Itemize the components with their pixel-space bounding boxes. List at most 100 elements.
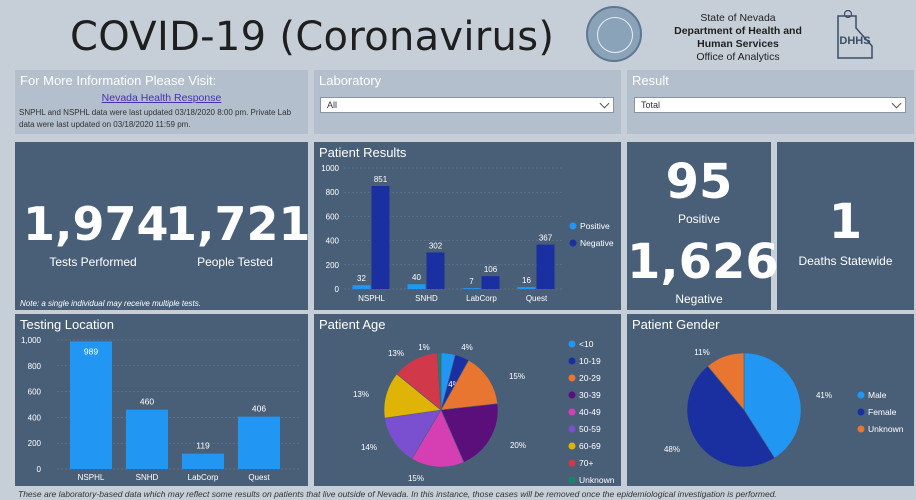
testing-location-title: Testing Location [20,317,114,332]
negative-label: Negative [675,292,723,306]
bar-value-label: 406 [252,404,266,414]
slice-value-label: 15% [408,474,424,483]
legend-label: Positive [580,221,610,231]
y-tick-label: 0 [37,465,42,474]
pie-slice-20-29 [440,359,498,411]
bar-value-label: 302 [429,241,443,250]
x-tick-label: NSPHL [358,294,385,303]
deaths-value: 1 [828,194,863,250]
legend-label: 30-39 [579,390,601,400]
people-tested-label: People Tested [197,255,273,269]
tests-kpi-panel: 1,974 Tests Performed 1,721 People Teste… [15,142,311,310]
testing-location-panel: Testing Location 0 200 400 600 800 1,000 989 NS… [15,314,308,486]
org-line-hs: Human Services [697,38,779,50]
deaths-label: Deaths Statewide [798,254,893,268]
data-updated-note: SNPHL and NSPHL data were last updated 0… [19,108,292,129]
legend-marker [569,239,577,247]
pie-slice-40-49 [411,409,465,468]
footer-disclaimer: These are laboratory-based data which ma… [18,489,777,499]
legend-marker [568,425,576,433]
pie-slice-50-59 [384,409,442,460]
slice-value-label: 1% [418,343,430,352]
slice-value-label: 13% [388,349,404,358]
legend-marker [568,476,576,484]
x-tick-label: SNHD [136,473,159,482]
bar-value-label: 7 [469,277,474,286]
legend-marker [569,222,577,230]
result-filter-panel: Result Total [627,70,914,134]
y-tick-label: 0 [335,285,340,294]
legend-label: 20-29 [579,373,601,383]
y-tick-label: 200 [326,261,340,270]
result-selected: Total [641,100,661,110]
tests-note: Note: a single individual may receive mu… [20,299,201,308]
slice-value-label: 41% [816,391,832,400]
bar-negative [371,186,390,289]
patient-age-title: Patient Age [319,317,386,332]
legend-label: 50-59 [579,424,601,434]
bar-value-label: 989 [84,346,98,356]
patient-gender-chart: 41% 48% 11% Male Female Unknown [664,348,904,468]
legend-marker [568,374,576,382]
slice-value-label: 14% [361,443,377,452]
deaths-panel: 1 Deaths Statewide [777,142,914,310]
bar [182,453,224,469]
legend-marker [568,408,576,416]
dhhs-logo-text: DHHS [839,35,870,47]
negative-value: 1,626 [627,234,779,290]
people-tested-value: 1,721 [165,197,311,251]
org-line-dept: Department of Health and [674,25,802,37]
patient-results-title: Patient Results [319,145,407,160]
bar [238,416,280,469]
legend-marker [568,340,576,348]
legend-label: 60-69 [579,441,601,451]
slice-value-label: 13% [353,390,369,399]
legend-marker [568,357,576,365]
legend-label: 40-49 [579,407,601,417]
legend-label: Unknown [868,424,904,434]
y-tick-label: 600 [326,212,340,221]
y-tick-label: 600 [28,388,42,397]
legend-label: Female [868,407,897,417]
tests-performed-value: 1,974 [23,197,169,251]
bar [126,409,168,469]
legend-label: <10 [579,339,594,349]
legend-label: 70+ [579,458,593,468]
bar-positive [517,287,536,289]
bar-positive [352,285,371,289]
result-dropdown[interactable]: Total [634,97,906,113]
org-line-office: Office of Analytics [696,51,780,63]
y-tick-label: 1000 [321,164,339,173]
legend-label: Unknown [579,475,615,485]
laboratory-dropdown[interactable]: All [320,97,614,113]
y-tick-label: 800 [28,362,42,371]
patient-results-panel: Patient Results 0 200 400 600 800 1000 32 851 NS… [314,142,621,310]
y-tick-label: 800 [326,188,340,197]
nevada-health-response-link[interactable]: Nevada Health Response [101,92,222,104]
slice-value-label: 11% [694,348,709,357]
pie-slice-male [743,352,802,459]
laboratory-selected: All [327,100,338,110]
legend-marker [568,391,576,399]
bar [70,341,112,469]
dhhs-logo-icon: DHHS [837,9,873,59]
org-block: State of Nevada Department of Health and… [658,12,818,64]
slice-value-label: 20% [510,441,526,450]
legend-label: Negative [580,238,614,248]
pie-slice-30-39 [440,403,499,463]
laboratory-label: Laboratory [319,73,382,88]
slice-value-label: 4% [448,380,460,389]
tests-performed-label: Tests Performed [49,255,137,269]
legend-marker [568,459,576,467]
org-line-state: State of Nevada [700,12,776,24]
state-seal-icon [586,6,642,62]
patient-results-chart: 0 200 400 600 800 1000 32 851 NSPHL 40 302 SNHD 7 106… [321,164,614,303]
x-tick-label: LabCorp [188,473,219,482]
y-tick-label: 400 [28,413,42,422]
bar-negative [426,252,445,289]
pie-slice-unknown [437,352,442,411]
info-panel: For More Information Please Visit: Nevad… [15,70,308,134]
bar-value-label: 16 [522,276,531,285]
laboratory-filter-panel: Laboratory All [314,70,621,134]
bar-value-label: 119 [196,441,210,451]
